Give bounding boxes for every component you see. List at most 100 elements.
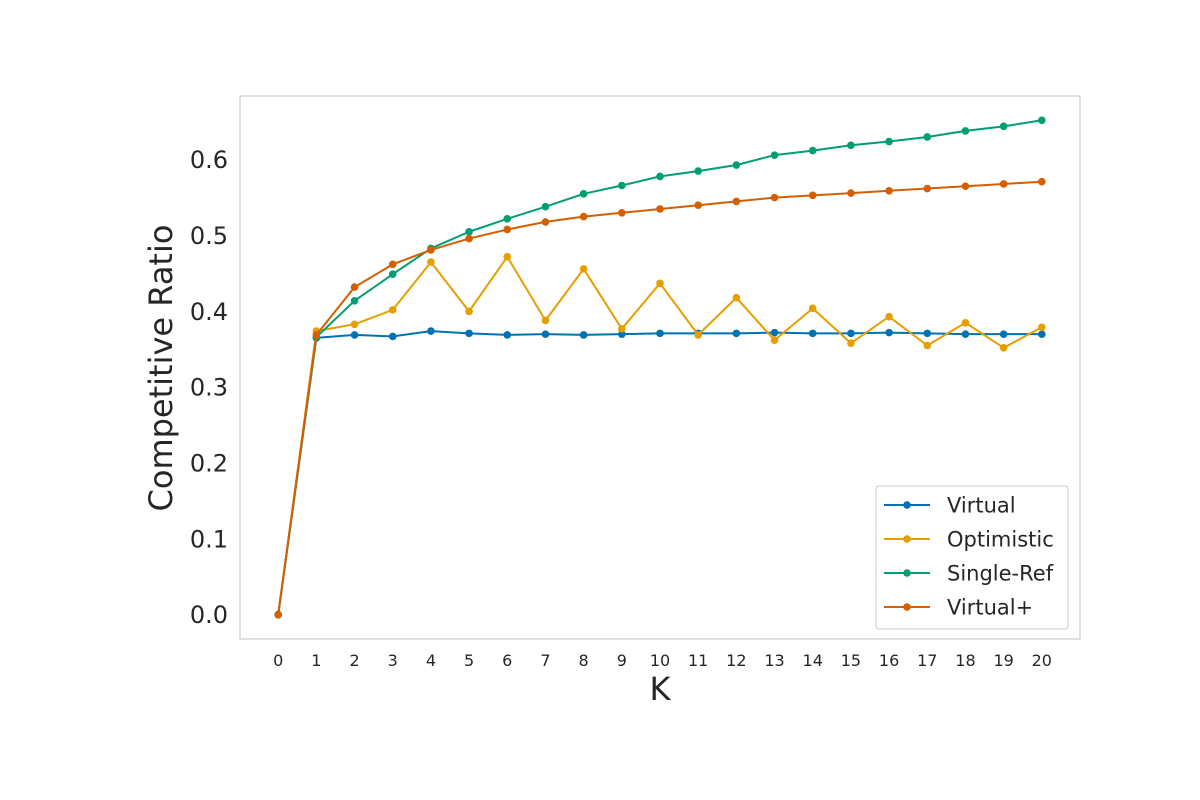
data-point-single-ref — [541, 202, 550, 211]
data-point-single-ref — [350, 296, 359, 305]
x-tick-label: 19 — [993, 651, 1013, 670]
data-point-optimistic — [503, 252, 512, 261]
data-point-virtual — [732, 197, 741, 206]
x-tick-labels: 0 1 2 3 4 5 6 7 8 9 10 11 12 13 14 15 16 17 18 19 20 — [273, 651, 1052, 670]
data-point-virtual — [808, 329, 817, 338]
x-tick-label: 11 — [688, 651, 708, 670]
x-tick-label: 13 — [764, 651, 784, 670]
legend-label: Optimistic — [947, 528, 1054, 552]
y-axis-label: Competitive Ratio — [142, 225, 180, 512]
data-point-virtual — [503, 225, 512, 234]
data-point-virtual — [274, 610, 282, 619]
data-point-virtual — [427, 327, 435, 335]
data-point-optimistic — [961, 318, 970, 327]
data-point-virtual — [961, 330, 970, 338]
x-tick-label: 16 — [879, 651, 899, 670]
data-point-virtual — [885, 186, 893, 195]
y-tick-label: 0.0 — [190, 601, 228, 629]
legend-item-optimistic: Optimistic — [884, 528, 1054, 552]
data-point-single-ref — [885, 137, 893, 146]
data-point-virtual — [503, 331, 512, 339]
legend-marker — [903, 569, 911, 577]
data-point-optimistic — [847, 339, 855, 348]
series-layer — [274, 116, 1046, 619]
data-point-virtual — [618, 208, 626, 217]
x-tick-label: 8 — [579, 651, 589, 670]
x-axis-label: K — [650, 670, 672, 708]
data-point-optimistic — [808, 304, 817, 313]
x-tick-label: 5 — [464, 651, 474, 670]
data-point-optimistic — [770, 336, 779, 344]
x-tick-label: 17 — [917, 651, 937, 670]
data-point-optimistic — [427, 258, 435, 266]
legend: Virtual Optimistic Single-Ref Virtual+ — [875, 485, 1069, 630]
data-point-single-ref — [770, 151, 779, 159]
data-point-virtual — [579, 212, 588, 221]
series-optimistic — [274, 252, 1046, 619]
x-tick-label: 2 — [349, 651, 359, 670]
data-point-optimistic — [541, 316, 550, 325]
data-point-virtual — [350, 283, 359, 291]
data-point-optimistic — [579, 265, 588, 273]
data-point-virtual — [808, 191, 817, 200]
legend-item-virtual: Virtual — [884, 494, 1016, 518]
data-point-optimistic — [388, 306, 397, 314]
data-point-single-ref — [847, 141, 855, 150]
data-point-virtual — [465, 329, 473, 338]
data-point-single-ref — [923, 133, 932, 141]
data-point-virtual — [885, 328, 893, 337]
y-tick-label: 0.2 — [190, 450, 228, 478]
data-point-virtual — [770, 193, 779, 202]
legend-label: Virtual — [947, 494, 1016, 518]
data-point-single-ref — [1038, 116, 1046, 125]
data-point-single-ref — [618, 181, 626, 190]
legend-label: Single-Ref — [947, 562, 1054, 586]
data-point-virtual — [656, 329, 664, 338]
data-point-optimistic — [350, 320, 359, 329]
data-point-virtual — [923, 184, 932, 193]
data-point-virtual — [923, 329, 932, 338]
data-point-virtual — [388, 332, 397, 341]
x-tick-label: 7 — [540, 651, 550, 670]
data-point-single-ref — [579, 190, 588, 198]
data-point-virtual — [465, 234, 473, 243]
data-point-virtual — [1038, 177, 1046, 186]
data-point-virtual — [541, 218, 550, 226]
data-point-optimistic — [885, 312, 893, 321]
series-virtual — [274, 177, 1046, 619]
x-tick-label: 20 — [1032, 651, 1052, 670]
data-point-single-ref — [999, 122, 1008, 131]
legend-item-single-ref: Single-Ref — [884, 562, 1054, 586]
data-point-single-ref — [656, 172, 664, 181]
x-tick-label: 18 — [955, 651, 975, 670]
legend-label: Virtual+ — [947, 596, 1033, 620]
data-point-virtual — [618, 330, 626, 338]
data-point-virtual — [999, 330, 1008, 338]
data-point-virtual — [427, 246, 435, 254]
x-tick-label: 12 — [726, 651, 746, 670]
legend-marker — [903, 535, 911, 543]
data-point-virtual — [579, 331, 588, 339]
y-tick-label: 0.5 — [190, 222, 228, 250]
legend-marker — [903, 501, 911, 509]
data-point-virtual — [961, 182, 970, 191]
data-point-optimistic — [923, 341, 932, 350]
x-tick-label: 3 — [388, 651, 398, 670]
data-point-optimistic — [656, 279, 664, 288]
data-point-optimistic — [999, 343, 1008, 352]
data-point-virtual — [1038, 330, 1046, 338]
x-tick-label: 10 — [650, 651, 670, 670]
data-point-single-ref — [732, 161, 741, 169]
data-point-virtual — [312, 331, 321, 339]
y-tick-label: 0.6 — [190, 146, 228, 174]
x-tick-label: 14 — [803, 651, 823, 670]
data-point-single-ref — [694, 167, 702, 175]
data-point-optimistic — [732, 293, 741, 302]
y-tick-labels: 0.0 0.1 0.2 0.3 0.4 0.5 0.6 — [190, 146, 228, 629]
data-point-virtual — [656, 205, 664, 213]
legend-marker — [903, 603, 911, 611]
data-point-virtual — [350, 331, 359, 339]
data-point-virtual — [388, 260, 397, 269]
y-tick-label: 0.4 — [190, 298, 228, 326]
